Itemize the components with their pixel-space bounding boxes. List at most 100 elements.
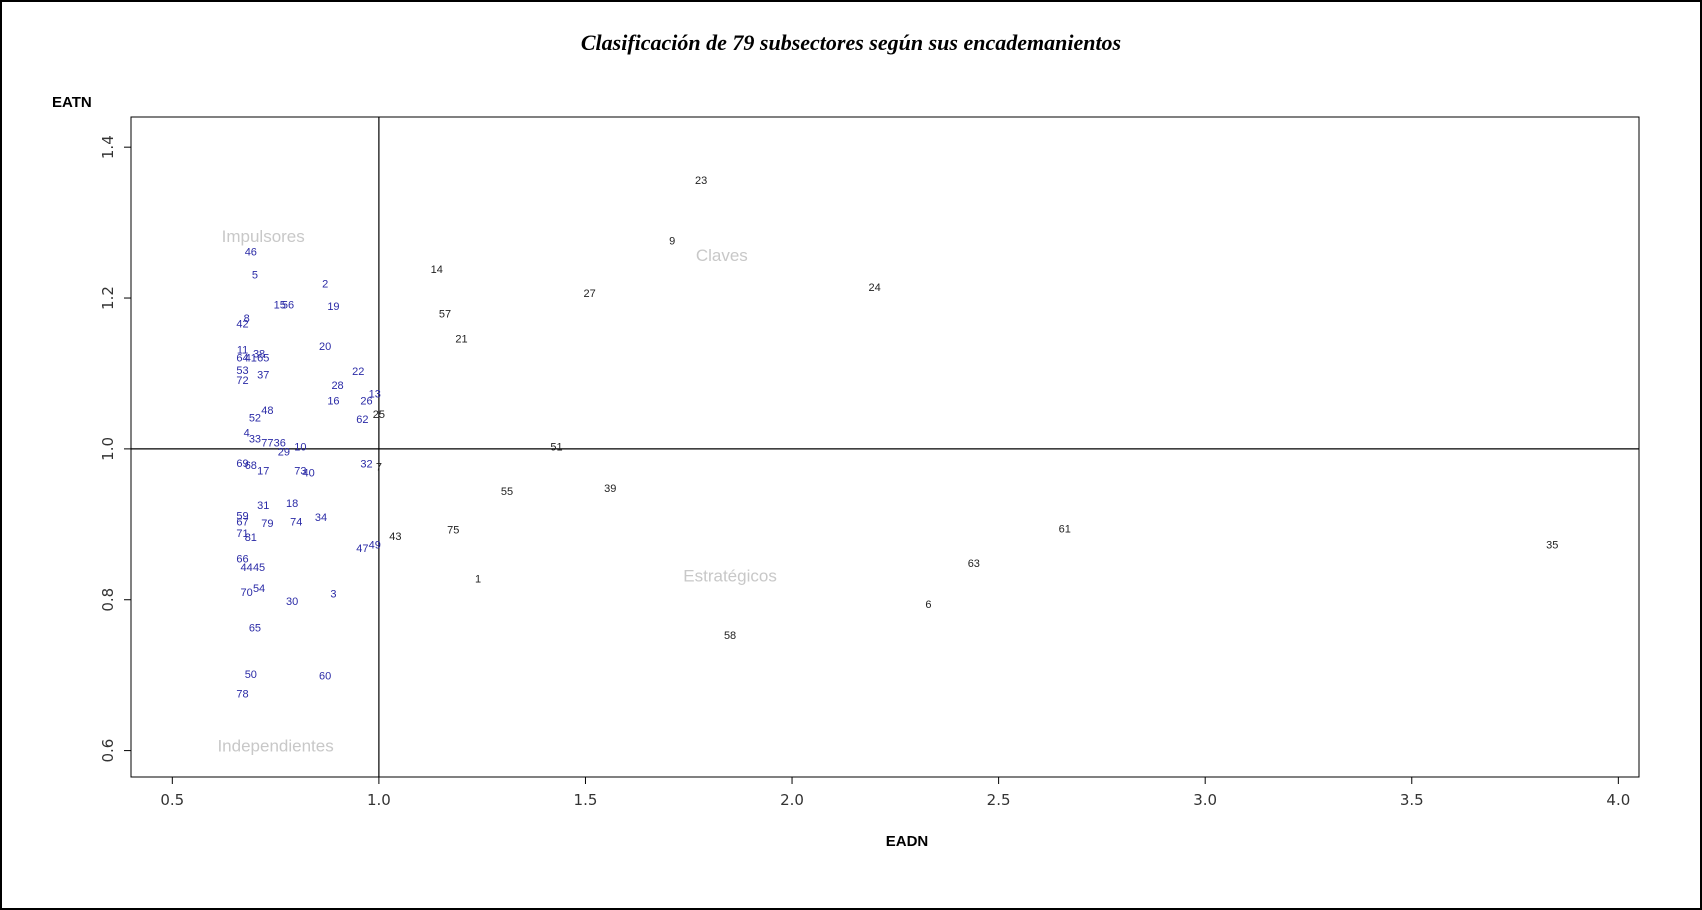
data-point-label: 69 bbox=[236, 458, 248, 470]
data-point-label: 62 bbox=[356, 414, 368, 426]
data-point-label: 29 bbox=[278, 447, 290, 459]
x-axis-title: EADN bbox=[886, 833, 929, 850]
x-tick-label: 1.0 bbox=[367, 791, 391, 809]
data-point-label: 72 bbox=[236, 375, 248, 387]
data-point-label: 28 bbox=[331, 380, 343, 392]
data-point-label: 71 bbox=[236, 528, 248, 540]
data-point-label: 4 bbox=[244, 428, 250, 440]
data-point-label: 2 bbox=[322, 278, 328, 290]
data-point-label: 1 bbox=[475, 573, 481, 585]
y-tick-label: 1.4 bbox=[99, 135, 117, 159]
data-point-label: 52 bbox=[249, 413, 261, 425]
y-tick-label: 0.6 bbox=[99, 739, 117, 763]
data-point-label: 7 bbox=[376, 462, 382, 474]
x-tick-label: 2.0 bbox=[780, 791, 804, 809]
data-point-label: 34 bbox=[315, 512, 327, 524]
region-label: Estratégicos bbox=[683, 567, 777, 586]
data-point-label: 41 bbox=[245, 352, 257, 364]
data-point-label: 78 bbox=[236, 689, 248, 701]
data-point-label: 30 bbox=[286, 596, 298, 608]
chart-title: Clasificación de 79 subsectores según su… bbox=[581, 30, 1121, 55]
data-point-label: 55 bbox=[501, 486, 513, 498]
data-point-label: 75 bbox=[447, 524, 459, 536]
data-point-label: 24 bbox=[869, 282, 881, 294]
x-tick-label: 4.0 bbox=[1606, 791, 1630, 809]
x-tick-label: 2.5 bbox=[987, 791, 1011, 809]
data-point-label: 23 bbox=[695, 175, 707, 187]
data-point-label: 21 bbox=[455, 333, 467, 345]
data-point-label: 38 bbox=[253, 349, 265, 361]
plot-area bbox=[130, 116, 1640, 778]
data-point-label: 35 bbox=[1546, 539, 1558, 551]
data-point-label: 31 bbox=[257, 500, 269, 512]
data-point-label: 26 bbox=[360, 395, 372, 407]
region-label: Independientes bbox=[217, 736, 333, 755]
data-point-label: 65 bbox=[249, 622, 261, 634]
data-point-label: 36 bbox=[274, 438, 286, 450]
y-tick-label: 1.2 bbox=[99, 286, 117, 310]
reference-lines bbox=[131, 117, 1639, 777]
data-point-label: 14 bbox=[431, 264, 443, 276]
data-point-label: 10 bbox=[294, 441, 306, 453]
data-point-label: 39 bbox=[604, 483, 616, 495]
y-axis: 0.6 0.8 1.0 1.2 1.4 bbox=[99, 135, 132, 763]
data-point-label: 57 bbox=[439, 309, 451, 321]
data-point-label: 42 bbox=[236, 318, 248, 330]
data-point-label: 5 bbox=[252, 269, 258, 281]
x-tick-label: 3.0 bbox=[1193, 791, 1217, 809]
y-tick-label: 1.0 bbox=[99, 437, 117, 461]
region-label: Claves bbox=[696, 246, 748, 265]
y-tick-label: 0.8 bbox=[99, 588, 117, 612]
data-point-label: 79 bbox=[261, 518, 273, 530]
data-point-label: 81 bbox=[245, 532, 257, 544]
data-point-label: 53 bbox=[236, 365, 248, 377]
data-point-label: 64 bbox=[236, 352, 248, 364]
data-point-label: 18 bbox=[286, 498, 298, 510]
data-point-label: 32 bbox=[360, 459, 372, 471]
data-point-label: 15 bbox=[274, 299, 286, 311]
data-point-label: 40 bbox=[303, 468, 315, 480]
data-point-label: 13 bbox=[369, 388, 381, 400]
x-tick-label: 1.5 bbox=[574, 791, 598, 809]
data-point-label: 16 bbox=[327, 395, 339, 407]
data-point-label: 47 bbox=[356, 543, 368, 555]
data-point-label: 65 bbox=[257, 352, 269, 364]
region-labels: Impulsores Claves Estratégicos Independient… bbox=[217, 227, 776, 755]
data-point-label: 8 bbox=[244, 313, 250, 325]
data-point-label: 19 bbox=[327, 301, 339, 313]
data-point-label: 22 bbox=[352, 366, 364, 378]
data-point-label: 43 bbox=[389, 531, 401, 543]
data-point-label: 73 bbox=[294, 465, 306, 477]
data-point-label: 25 bbox=[373, 409, 385, 421]
data-point-label: 58 bbox=[724, 630, 736, 642]
data-point-label: 66 bbox=[236, 554, 248, 566]
data-point-label: 74 bbox=[290, 517, 302, 529]
data-point-label: 17 bbox=[257, 465, 269, 477]
data-point-label: 50 bbox=[245, 669, 257, 681]
data-point-label: 77 bbox=[261, 438, 273, 450]
data-point-label: 20 bbox=[319, 341, 331, 353]
data-point-label: 67 bbox=[236, 517, 248, 529]
data-point-label: 51 bbox=[550, 441, 562, 453]
data-point-label: 33 bbox=[249, 434, 261, 446]
data-point-label: 68 bbox=[245, 460, 257, 472]
data-point-label: 48 bbox=[261, 405, 273, 417]
data-point-label: 11 bbox=[237, 345, 248, 357]
data-point-label: 27 bbox=[583, 288, 595, 300]
data-point-label: 54 bbox=[253, 583, 265, 595]
data-point-label: 70 bbox=[241, 587, 253, 599]
region-label: Impulsores bbox=[222, 227, 305, 246]
x-axis: 0.5 1.0 1.5 2.0 2.5 3.0 3.5 4.0 bbox=[160, 776, 1630, 809]
y-axis-title: EATN bbox=[52, 94, 92, 111]
data-point-label: 45 bbox=[253, 562, 265, 574]
x-tick-label: 0.5 bbox=[160, 791, 184, 809]
x-tick-label: 3.5 bbox=[1400, 791, 1424, 809]
data-point-label: 6 bbox=[925, 599, 931, 611]
data-point-label: 56 bbox=[282, 299, 294, 311]
data-point-label: 59 bbox=[236, 511, 248, 523]
data-point-label: 37 bbox=[257, 370, 269, 382]
data-point-label: 60 bbox=[319, 671, 331, 683]
